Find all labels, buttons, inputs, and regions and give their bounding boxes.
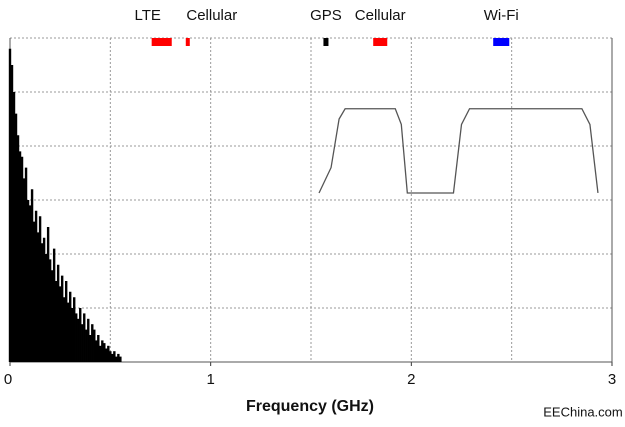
band-label: Cellular <box>355 7 406 24</box>
band-label: Wi-Fi <box>484 7 519 24</box>
watermark: EEChina.com <box>543 404 622 419</box>
x-tick-label: 0 <box>4 371 12 388</box>
band-label: LTE <box>135 7 161 24</box>
band-marker <box>185 38 190 46</box>
x-tick-label: 1 <box>206 371 214 388</box>
band-marker <box>493 38 510 46</box>
band-label: GPS <box>310 7 342 24</box>
x-tick-label: 2 <box>407 371 415 388</box>
band-marker <box>151 38 172 46</box>
filter-response <box>318 108 599 194</box>
band-marker <box>323 38 329 46</box>
x-axis-label: Frequency (GHz) <box>246 398 374 415</box>
band-marker <box>373 38 388 46</box>
x-tick-label: 3 <box>608 371 616 388</box>
band-label: Cellular <box>186 7 237 24</box>
